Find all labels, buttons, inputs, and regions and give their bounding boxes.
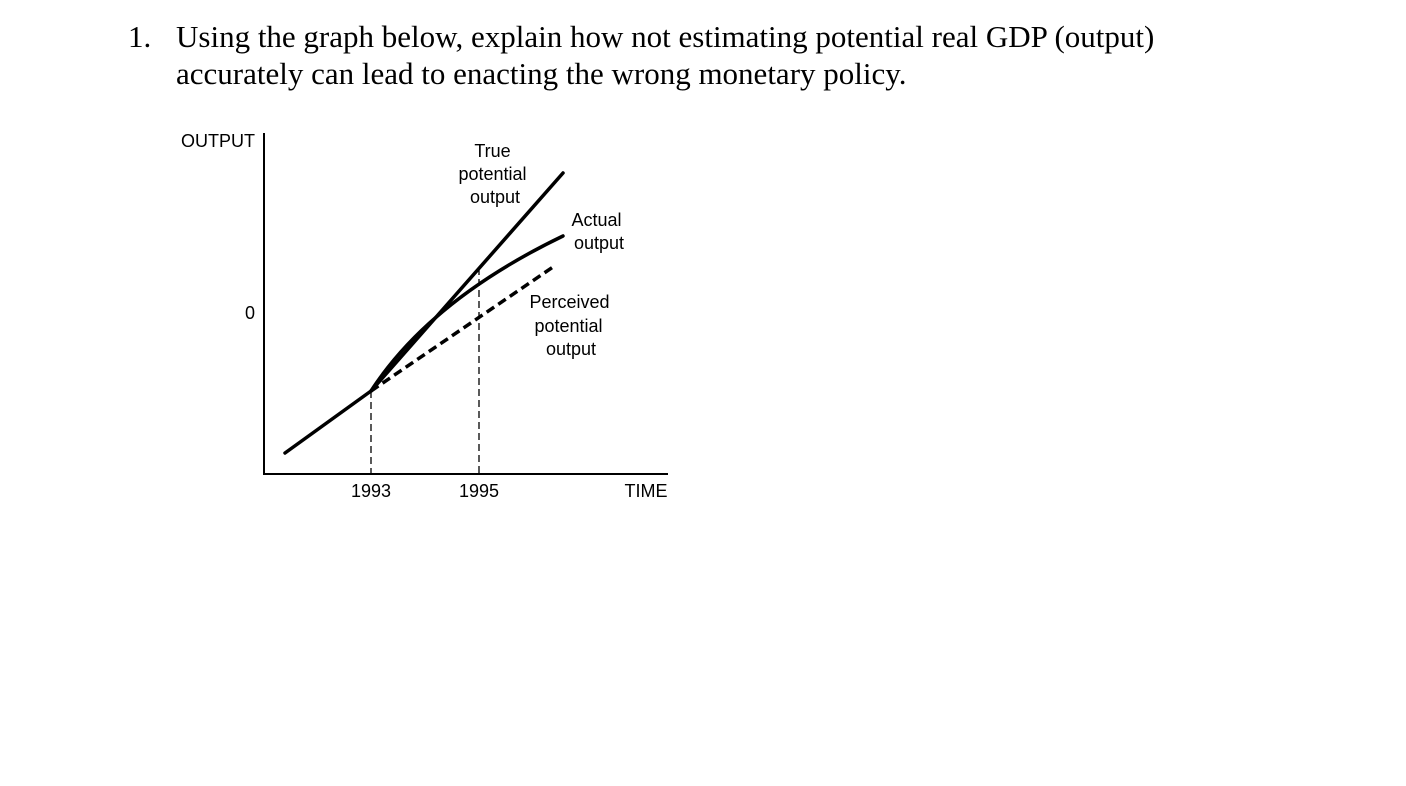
- series-line-actual-output: [369, 234, 565, 393]
- label-actual-line-2: output: [574, 233, 624, 253]
- question-text-line-2: accurately can lead to enacting the wron…: [176, 56, 907, 91]
- series-line-true-potential-output: [369, 171, 565, 393]
- label-perceived-line-2: potential: [534, 316, 602, 336]
- label-actual-line-1: Actual: [571, 210, 621, 230]
- label-perceived-potential-output: Perceived potential output: [529, 292, 614, 359]
- label-true-line-2: potential: [458, 164, 526, 184]
- label-true-line-1: True: [474, 141, 510, 161]
- label-actual-output: Actual output: [571, 210, 626, 253]
- x-axis-label: TIME: [625, 481, 668, 501]
- y-tick-label-0: 0: [245, 303, 255, 323]
- x-tick-label-1993: 1993: [351, 481, 391, 501]
- label-true-line-3: output: [470, 187, 520, 207]
- label-perceived-line-1: Perceived: [529, 292, 609, 312]
- series-line-perceived-potential-output: [370, 265, 554, 393]
- x-tick-label-1995: 1995: [459, 481, 499, 501]
- question-text-line-1: Using the graph below, explain how not e…: [176, 19, 1155, 54]
- question-number: 1.: [128, 19, 152, 54]
- y-axis-label: OUTPUT: [181, 131, 255, 151]
- series-line-common-trend: [283, 389, 373, 455]
- label-perceived-line-3: output: [546, 339, 596, 359]
- question-text: Using the graph below, explain how not e…: [176, 18, 1316, 92]
- label-true-potential-output: True potential output: [458, 141, 531, 207]
